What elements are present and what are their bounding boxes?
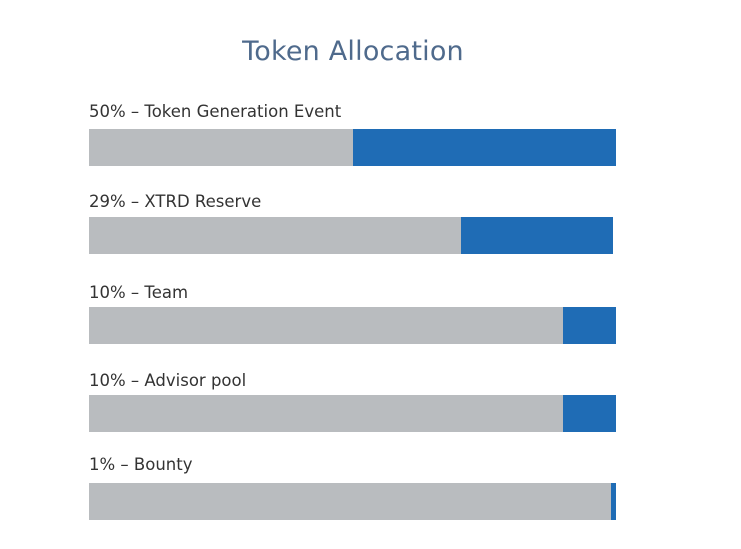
allocation-label: 10% – Team: [89, 283, 189, 302]
allocation-track: [89, 483, 616, 520]
chart-title: Token Allocation: [242, 36, 464, 67]
allocation-bar: [610, 483, 616, 520]
allocation-label: 10% – Advisor pool: [89, 371, 247, 390]
allocation-bar: [563, 307, 616, 344]
allocation-label: 29% – XTRD Reserve: [89, 192, 262, 211]
allocation-bar: [563, 395, 616, 432]
allocation-track: [89, 395, 616, 432]
allocation-bar: [461, 217, 613, 254]
allocation-track: [89, 217, 613, 254]
allocation-track: [89, 129, 616, 166]
allocation-label: 1% – Bounty: [89, 455, 193, 474]
allocation-label: 50% – Token Generation Event: [89, 102, 342, 121]
allocation-track: [89, 307, 616, 344]
allocation-bar: [352, 129, 616, 166]
